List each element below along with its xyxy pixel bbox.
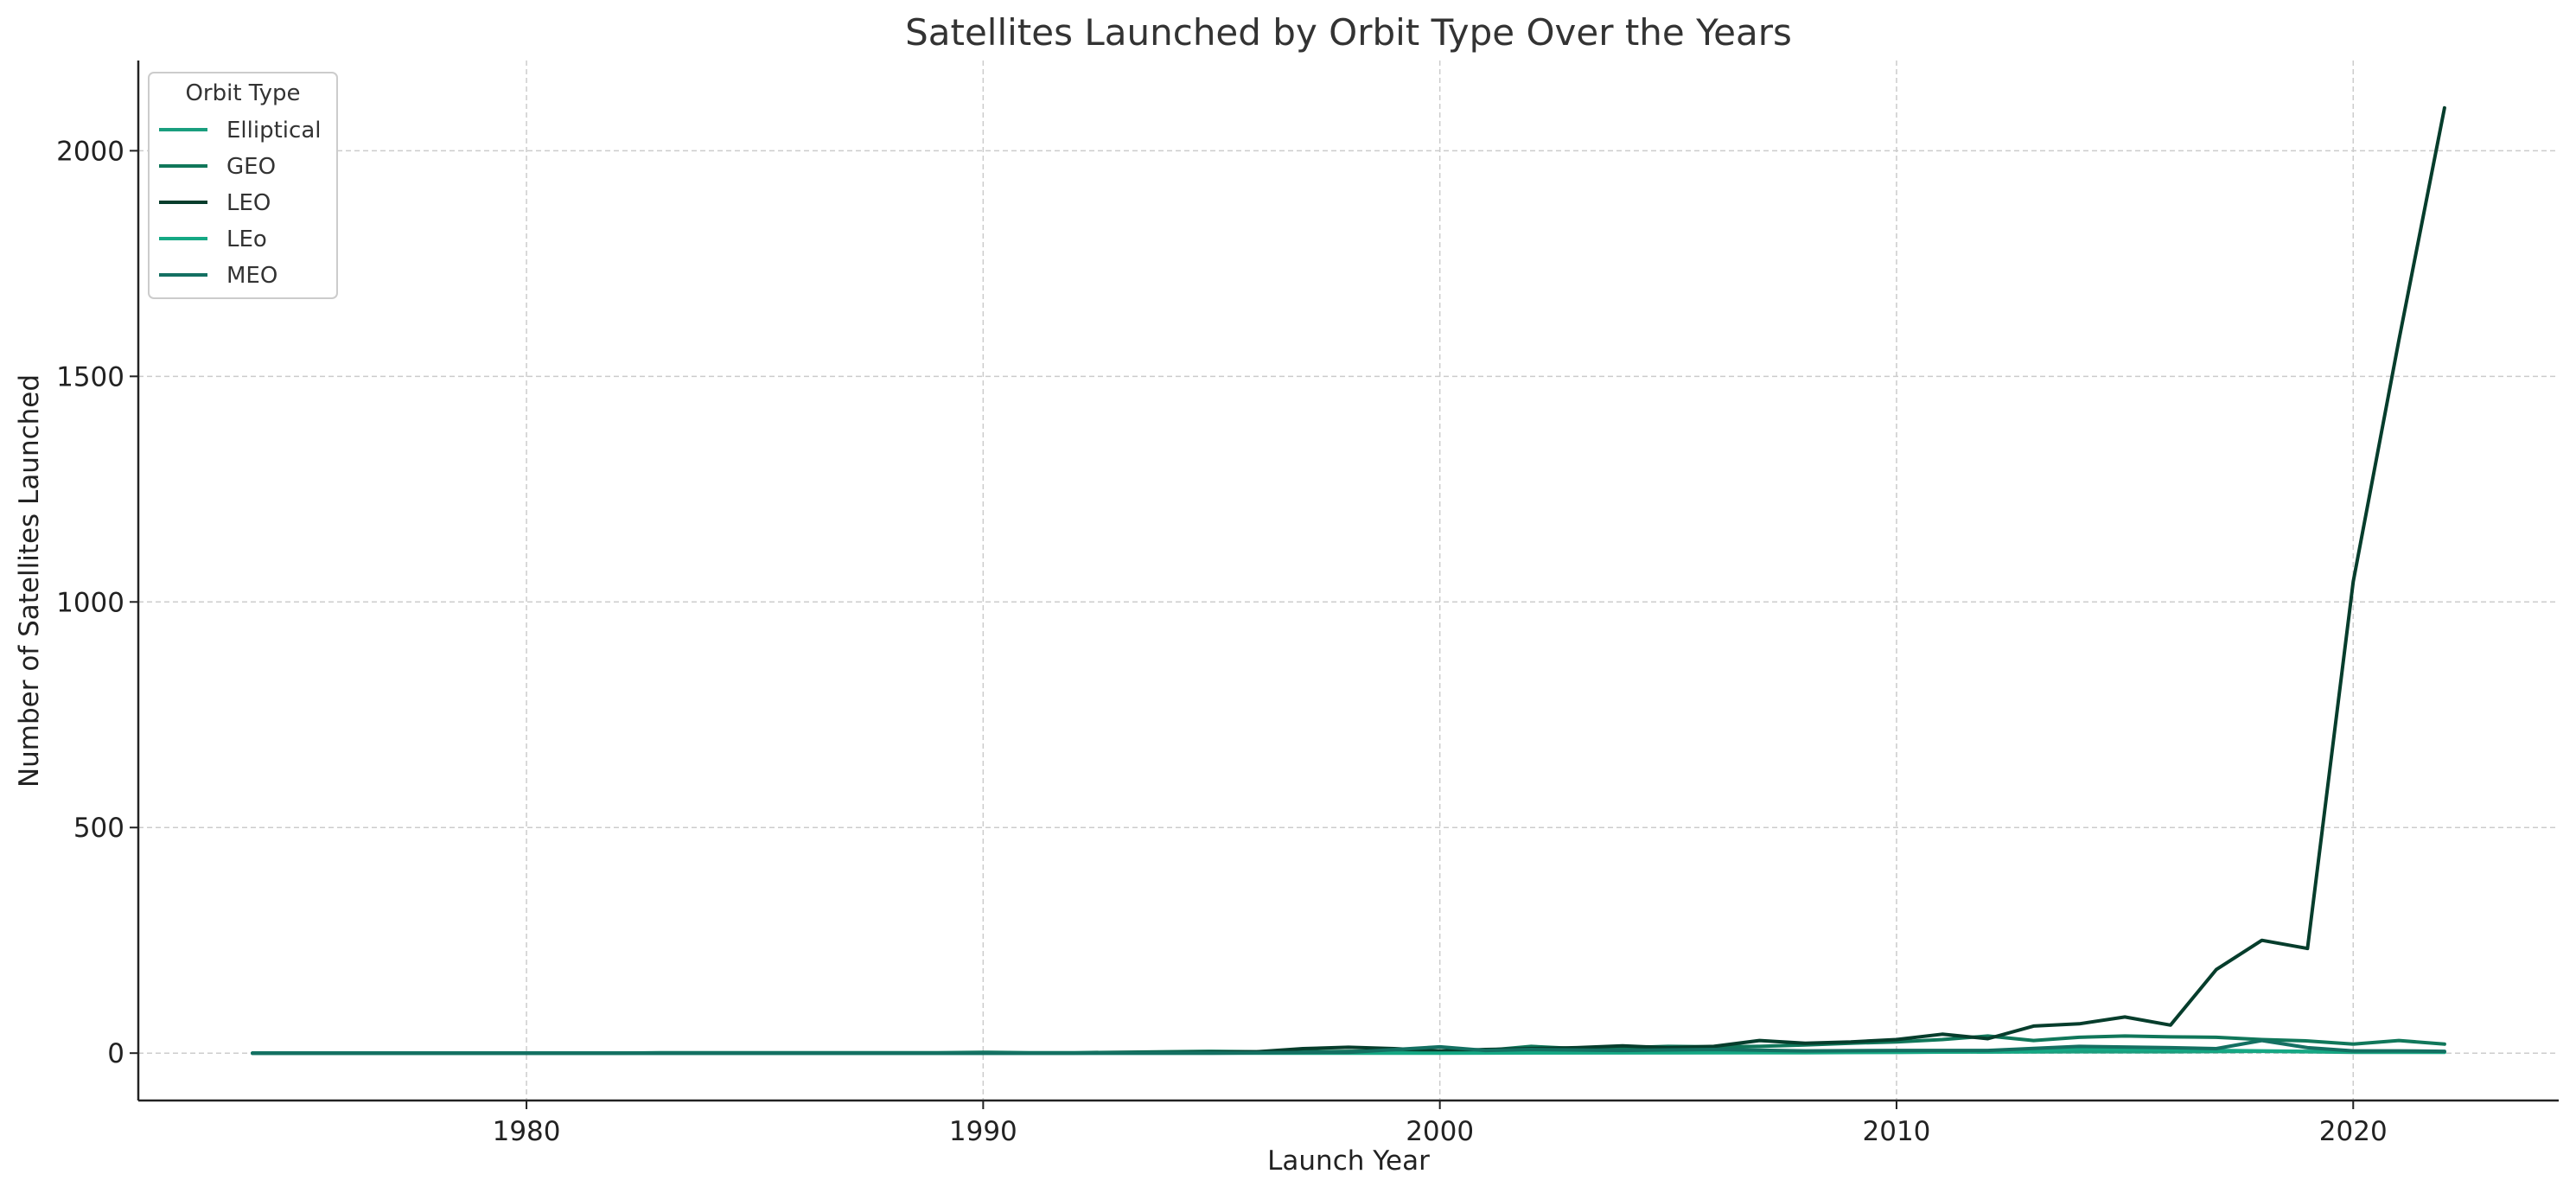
legend-items: Elliptical GEO LEO LEo MEO (159, 118, 321, 289)
legend-label-leo: LEO (226, 190, 271, 216)
legend-label-meo: MEO (226, 263, 277, 289)
x-tick-label: 1980 (493, 1116, 561, 1147)
grid (138, 61, 2559, 1100)
x-tick-label: 2010 (1863, 1116, 1931, 1147)
legend-label-leo: LEo (226, 226, 267, 252)
y-tick-label: 1500 (56, 361, 124, 392)
series-group (251, 105, 2446, 1056)
legend: Orbit Type Elliptical GEO LEO LEo MEO (148, 72, 338, 299)
chart-title: Satellites Launched by Orbit Type Over t… (905, 11, 1792, 54)
y-tick-label: 500 (73, 813, 124, 844)
x-tick-label: 2000 (1406, 1116, 1474, 1147)
x-axis-label: Launch Year (1267, 1145, 1430, 1177)
series-line-leo (251, 105, 2446, 1056)
series-line-meo (251, 1038, 2446, 1056)
legend-label-elliptical: Elliptical (226, 118, 321, 144)
y-tick-label: 0 (107, 1038, 124, 1069)
legend-title: Orbit Type (185, 80, 300, 106)
x-tick-label: 1990 (949, 1116, 1017, 1147)
legend-label-geo: GEO (226, 154, 276, 180)
axes (137, 61, 2559, 1102)
ticks: 1980 1990 2000 2010 2020 0 500 1000 1500 2000 (56, 136, 2388, 1147)
y-tick-label: 2000 (56, 136, 124, 167)
y-axis-label: Number of Satellites Launched (14, 374, 45, 788)
y-tick-label: 1000 (56, 587, 124, 618)
x-tick-label: 2020 (2319, 1116, 2388, 1147)
